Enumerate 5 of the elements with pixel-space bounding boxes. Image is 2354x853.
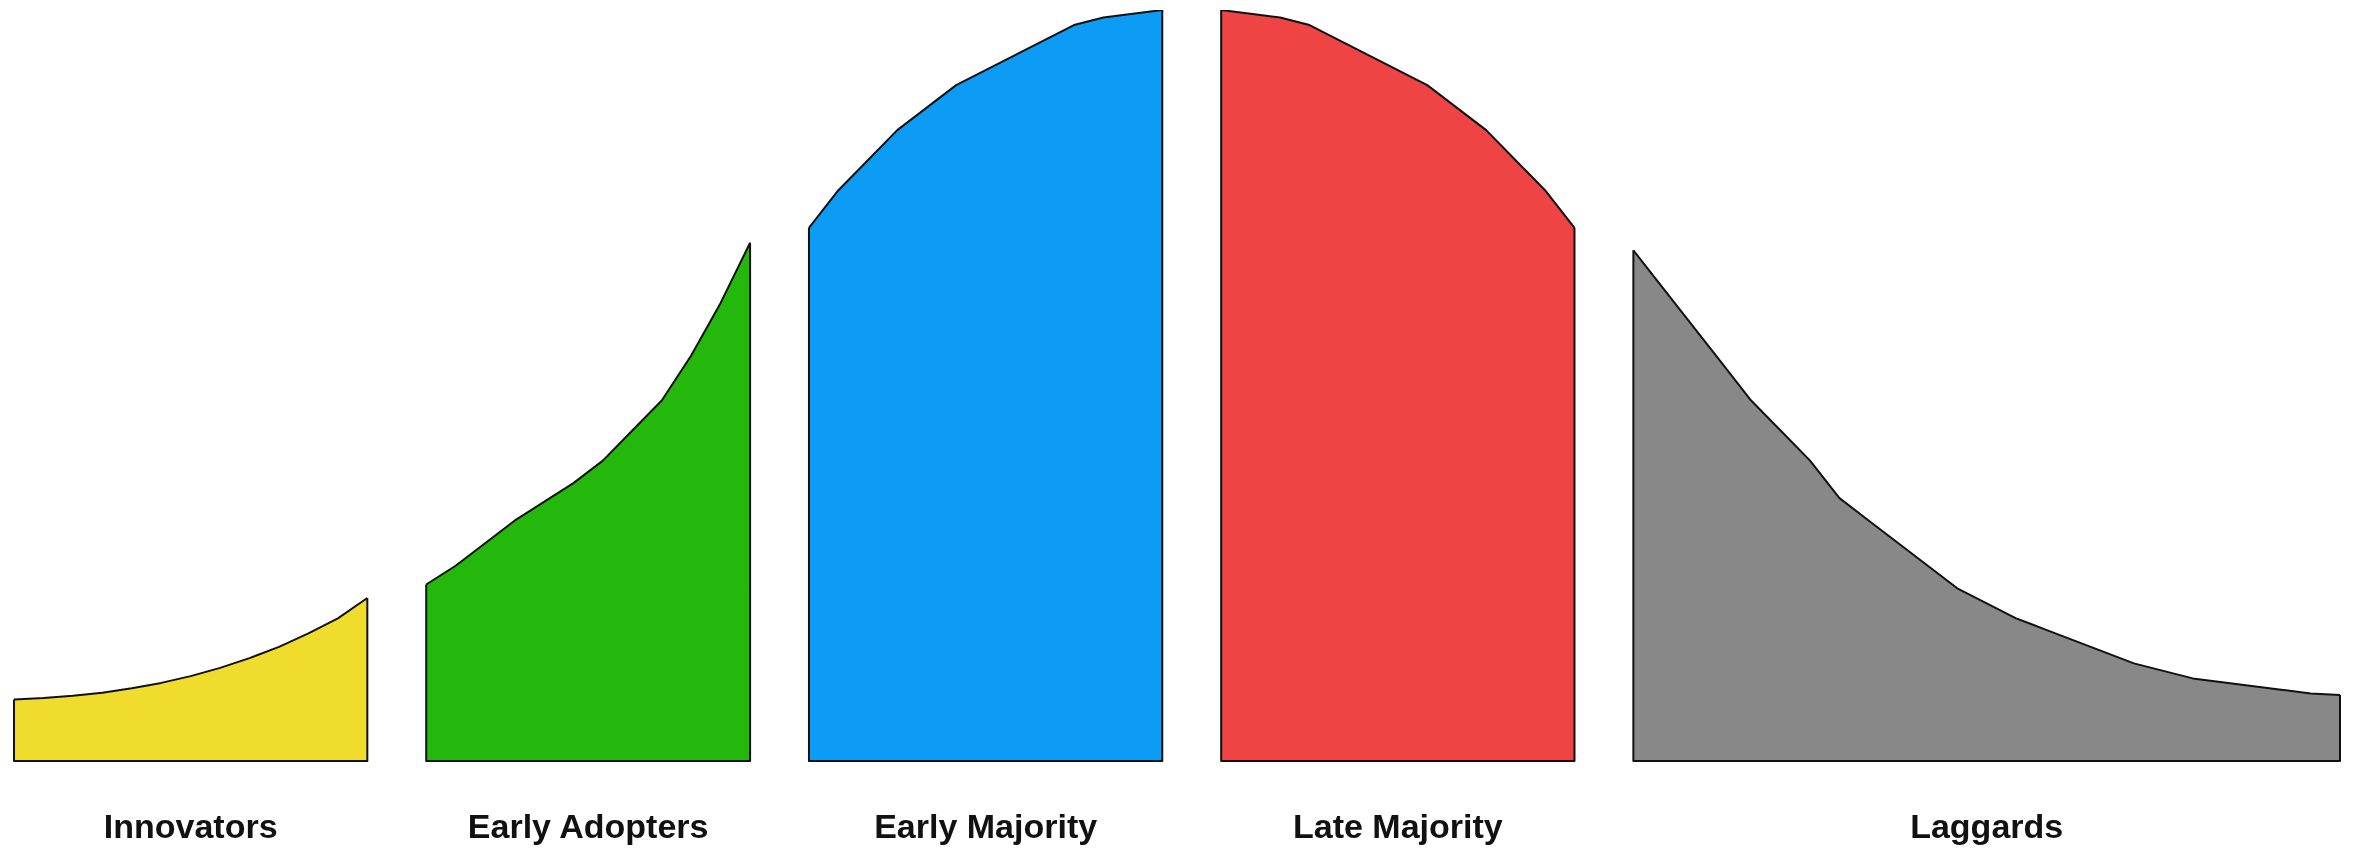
series-label: Early Majority	[874, 807, 1098, 846]
series-label: Laggards	[1910, 807, 2064, 846]
series-label: Innovators	[103, 807, 278, 846]
series-label: Late Majority	[1292, 807, 1503, 846]
series-label: Early Adopters	[467, 807, 709, 846]
